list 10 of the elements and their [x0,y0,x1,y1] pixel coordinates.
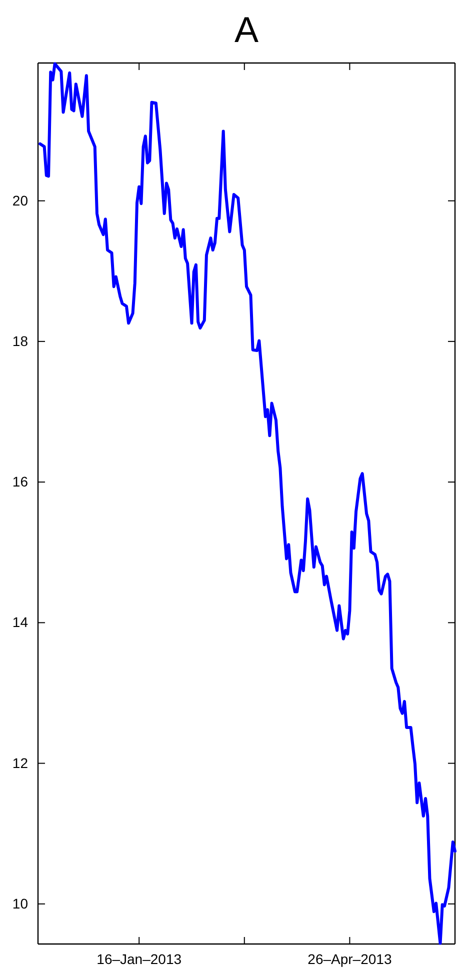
y-tick-label: 14 [12,614,28,630]
y-tick-label: 20 [12,192,28,208]
line-series [38,62,456,945]
y-tick-label: 16 [12,474,28,490]
y-tick-label: 10 [12,895,28,912]
x-tick-label: 16–Jan–2013 [96,950,182,967]
y-tick-label: 12 [12,754,28,771]
y-tick-label: 18 [12,332,28,349]
chart-title: A [234,9,259,50]
x-tick-label: 26–Apr–2013 [308,950,392,967]
